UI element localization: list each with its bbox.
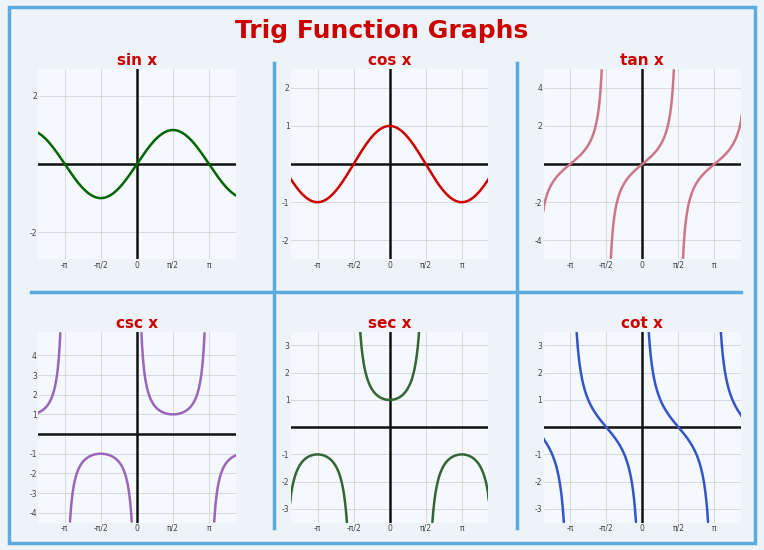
Title: tan x: tan x (620, 53, 664, 68)
Title: csc x: csc x (116, 316, 158, 331)
Title: sin x: sin x (117, 53, 157, 68)
Title: cot x: cot x (621, 316, 663, 331)
Title: cos x: cos x (368, 53, 411, 68)
Text: Trig Function Graphs: Trig Function Graphs (235, 19, 529, 43)
Title: sec x: sec x (368, 316, 411, 331)
